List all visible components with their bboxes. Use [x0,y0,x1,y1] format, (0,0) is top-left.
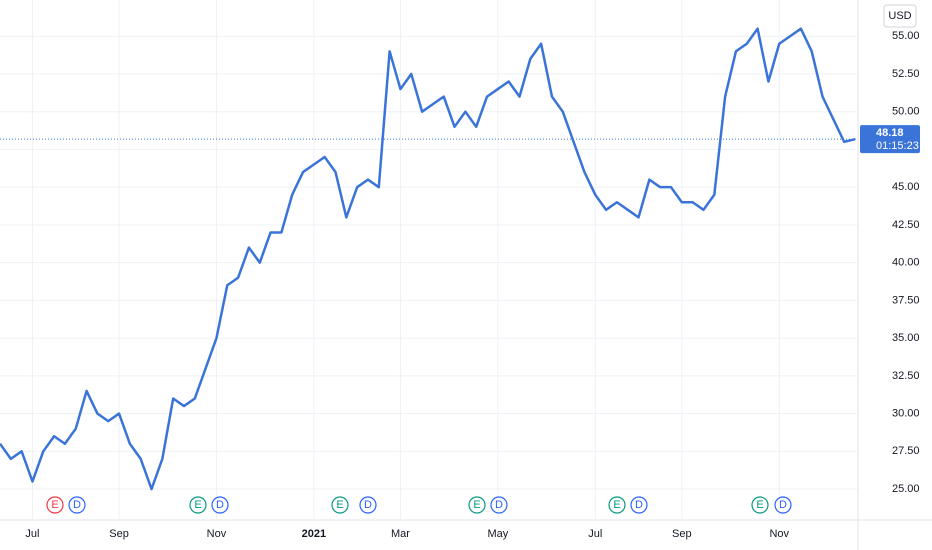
event-marker [608,496,626,514]
event-marker-label: D [495,499,503,511]
y-tick-label: 52.50 [892,68,920,80]
event-marker [211,496,229,514]
price-tag [860,125,920,154]
event-marker [774,496,792,514]
event-marker-label: E [756,499,763,511]
x-tick-label: Sep [109,528,129,540]
x-tick-label: Nov [769,528,789,540]
event-marker [468,496,486,514]
event-marker [189,496,207,514]
price-tag-value: 48.18 [876,127,904,139]
x-tick-label: Jul [588,528,602,540]
y-tick-label: 25.00 [892,483,920,495]
price-line [0,27,856,491]
x-tick-label: Sep [672,528,692,540]
currency-box[interactable] [883,4,917,28]
event-marker-label: E [473,499,480,511]
event-marker [331,496,349,514]
y-tick-label: 35.00 [892,332,920,344]
y-tick-label: 42.50 [892,219,920,231]
event-marker [490,496,508,514]
y-tick-label: 50.00 [892,106,920,118]
event-marker-label: E [336,499,343,511]
y-tick-label: 45.00 [892,181,920,193]
event-marker-label: E [613,499,620,511]
x-tick-label: Nov [207,528,227,540]
y-tick-label: 27.50 [892,445,920,457]
countdown: 01:15:23 [876,140,919,152]
y-tick-label: 37.50 [892,294,920,306]
x-tick-label: May [487,528,508,540]
event-marker [751,496,769,514]
y-tick-label: 30.00 [892,407,920,419]
event-marker [68,496,86,514]
event-marker-label: E [194,499,201,511]
x-tick-label: Jul [25,528,39,540]
y-tick-label: 40.00 [892,257,920,269]
event-marker-label: D [779,499,787,511]
event-marker-label: D [635,499,643,511]
event-marker-label: E [51,499,58,511]
y-tick-label: 32.50 [892,370,920,382]
event-marker [359,496,377,514]
event-marker-label: D [364,499,372,511]
event-marker [46,496,64,514]
x-tick-label: 2021 [302,528,326,540]
event-marker-label: D [73,499,81,511]
event-marker-label: D [216,499,224,511]
x-tick-label: Mar [391,528,410,540]
currency[interactable]: USD [888,10,911,22]
y-tick-label: 55.00 [892,30,920,42]
event-marker [630,496,648,514]
